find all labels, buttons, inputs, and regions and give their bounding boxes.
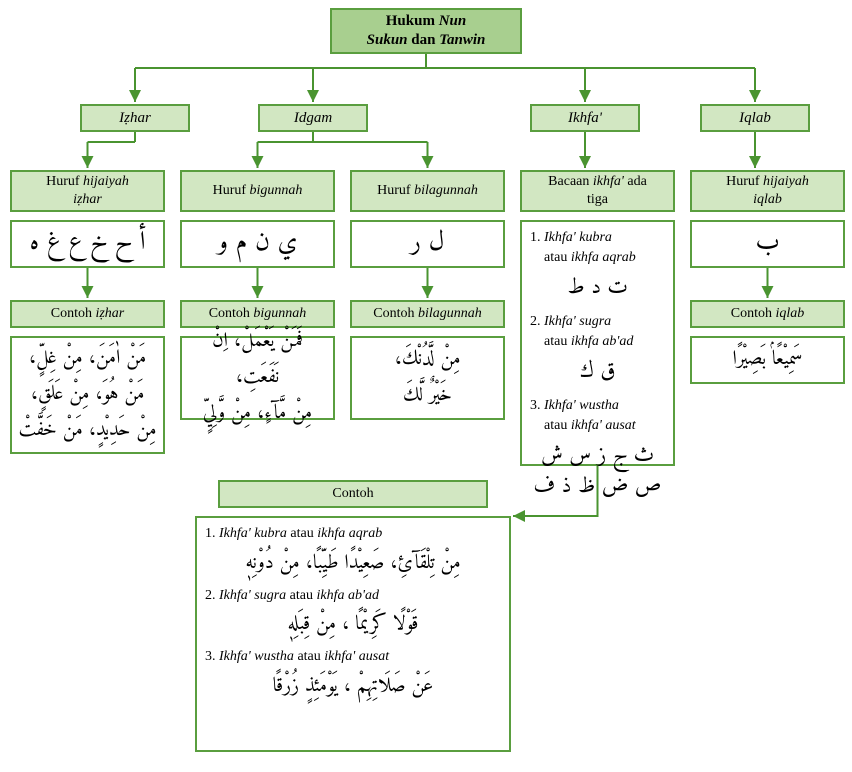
idgam-contoh1: فَمَنْ يَعْمَلْ، اِنْ نَفَعَتِ، مِنْ مَّ…: [180, 336, 335, 420]
idgam-sub2: Huruf bilagunnah: [350, 170, 505, 212]
idgam-letters1: ي ن م و: [180, 220, 335, 268]
idgam-label: Idgam: [258, 104, 368, 132]
idgam-letters2: ل ر: [350, 220, 505, 268]
izhar-contoh-label: Contoh iẓhar: [10, 300, 165, 328]
title-node: Hukum Nun Sukun dan Tanwin: [330, 8, 522, 54]
izhar-label: Iẓhar: [80, 104, 190, 132]
izhar-sub: Huruf hijaiyahiẓhar: [10, 170, 165, 212]
iqlab-contoh-label: Contoh iqlab: [690, 300, 845, 328]
iqlab-contoh: سَمِيْعًاۢ بَصِيْرًا: [690, 336, 845, 384]
idgam-contoh2: مِنْ لَّدُنْكَ، خَيْرٌ لَّكَ: [350, 336, 505, 420]
izhar-contoh: مَنْ اٰمَنَ، مِنْ غِلٍّ، مَنْ هُوَ، مِنْ…: [10, 336, 165, 454]
idgam-sub1: Huruf bigunnah: [180, 170, 335, 212]
iqlab-sub: Huruf hijaiyahiqlab: [690, 170, 845, 212]
idgam-contoh-label2: Contoh bilagunnah: [350, 300, 505, 328]
ikhfa-list: 1. Ikhfa' kubra atau ikhfa aqrabت د ط2. …: [520, 220, 675, 466]
ikhfa-label: Ikhfa': [530, 104, 640, 132]
ikhfa-sub: Bacaan ikhfa' adatiga: [520, 170, 675, 212]
iqlab-label: Iqlab: [700, 104, 810, 132]
ikhfa-contoh-label: Contoh: [218, 480, 488, 508]
izhar-letters: أ ح خ ع غ ه: [10, 220, 165, 268]
ikhfa-contoh: 1. Ikhfa' kubra atau ikhfa aqrabمِنْ تِل…: [195, 516, 511, 752]
iqlab-letters: ب: [690, 220, 845, 268]
